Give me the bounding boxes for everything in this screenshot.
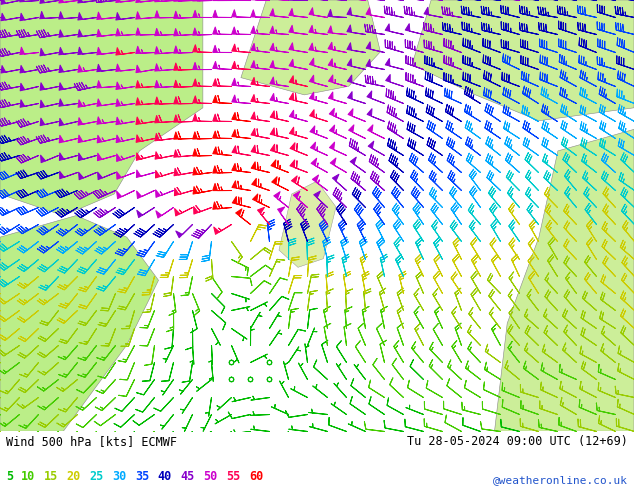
Text: 25: 25 bbox=[89, 469, 103, 483]
Text: 55: 55 bbox=[226, 469, 240, 483]
Text: 15: 15 bbox=[44, 469, 58, 483]
Polygon shape bbox=[279, 181, 336, 268]
Polygon shape bbox=[412, 0, 634, 121]
Text: 45: 45 bbox=[181, 469, 195, 483]
Text: 5: 5 bbox=[6, 469, 13, 483]
Polygon shape bbox=[0, 216, 158, 431]
Text: 50: 50 bbox=[204, 469, 217, 483]
Text: Wind 500 hPa [kts] ECMWF: Wind 500 hPa [kts] ECMWF bbox=[6, 435, 178, 448]
Text: 60: 60 bbox=[249, 469, 263, 483]
Text: 10: 10 bbox=[21, 469, 35, 483]
Text: 20: 20 bbox=[67, 469, 81, 483]
Polygon shape bbox=[241, 0, 380, 95]
Text: 35: 35 bbox=[135, 469, 149, 483]
Text: Tu 28-05-2024 09:00 UTC (12+69): Tu 28-05-2024 09:00 UTC (12+69) bbox=[407, 435, 628, 448]
Polygon shape bbox=[495, 129, 634, 431]
Text: 40: 40 bbox=[158, 469, 172, 483]
Text: 30: 30 bbox=[112, 469, 126, 483]
Text: @weatheronline.co.uk: @weatheronline.co.uk bbox=[493, 475, 628, 485]
Polygon shape bbox=[0, 0, 203, 216]
